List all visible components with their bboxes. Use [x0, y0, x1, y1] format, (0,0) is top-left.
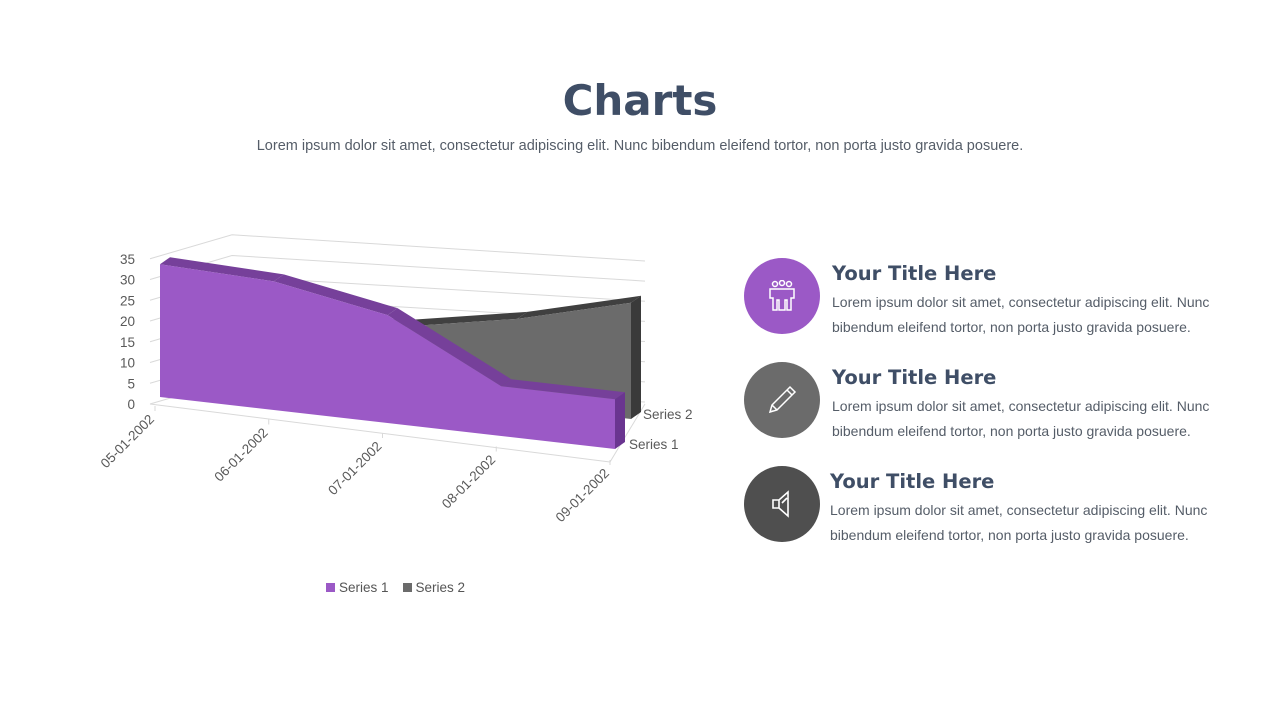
- pencil-icon: [768, 385, 797, 414]
- y-tick-label: 5: [127, 376, 135, 391]
- item-text: Lorem ipsum dolor sit amet, consectetur …: [832, 398, 1210, 439]
- depth-axis-label: Series 1: [629, 437, 679, 452]
- y-tick-label: 0: [127, 397, 135, 412]
- area-chart-3d: 0 5 10 15 20 25 30 35 05-01-2002 06-01-2002 07-01-…: [98, 234, 693, 525]
- series-front-face: [160, 264, 615, 449]
- team-icon: [769, 280, 795, 311]
- legend-item-series-1: Series 1: [326, 580, 389, 595]
- series-top-face: [273, 274, 398, 316]
- floor-edge: [609, 403, 646, 463]
- y-tick-label: 15: [120, 335, 135, 350]
- y-tick-label: 10: [120, 356, 135, 371]
- x-tick-label: 06-01-2002: [211, 425, 270, 484]
- floor-edge: [149, 403, 611, 463]
- page-title: Charts: [562, 76, 718, 125]
- series-top-face: [403, 311, 528, 327]
- page-subtitle: Lorem ipsum dolor sit amet, consectetur …: [256, 138, 1024, 154]
- item-title: Your Title Here: [830, 470, 995, 493]
- y-tick-label: 25: [120, 293, 135, 308]
- series-top-face: [160, 257, 284, 282]
- feature-item-2: Your Title Here Lorem ipsum dolor sit am…: [744, 362, 1254, 442]
- item-title: Your Title Here: [832, 366, 997, 389]
- feature-item-1: Your Title Here Lorem ipsum dolor sit am…: [744, 258, 1254, 338]
- legend-label: Series 1: [339, 580, 389, 595]
- legend-item-series-2: Series 2: [402, 580, 466, 595]
- legend-swatch: [402, 583, 412, 592]
- legend-swatch: [326, 583, 335, 592]
- gridline: [149, 234, 646, 262]
- series-top-face: [387, 308, 512, 387]
- y-tick-label: 35: [120, 252, 135, 267]
- item-title: Your Title Here: [832, 262, 997, 285]
- x-tick-label: 09-01-2002: [553, 466, 612, 525]
- feature-item-3: Your Title Here Lorem ipsum dolor sit am…: [744, 466, 1254, 546]
- icon-circle: [744, 258, 820, 334]
- icon-circle: [744, 362, 820, 438]
- speaker-icon: [772, 490, 789, 518]
- x-tick-label: 05-01-2002: [98, 412, 157, 471]
- icon-circle: [744, 466, 820, 542]
- legend-label: Series 2: [415, 580, 466, 595]
- series-side-face: [631, 295, 641, 419]
- y-tick-label: 20: [120, 314, 135, 329]
- series-top-face: [517, 295, 641, 319]
- y-tick-label: 30: [120, 273, 135, 288]
- series-side-face: [615, 392, 625, 449]
- depth-axis-label: Series 2: [643, 407, 693, 422]
- item-text: Lorem ipsum dolor sit amet, consectetur …: [830, 502, 1208, 543]
- x-tick-label: 07-01-2002: [325, 439, 384, 498]
- chart-legend: Series 1 Series 2: [326, 580, 465, 595]
- x-tick-label: 08-01-2002: [439, 452, 498, 511]
- series-top-face: [501, 379, 625, 400]
- item-text: Lorem ipsum dolor sit amet, consectetur …: [832, 294, 1210, 335]
